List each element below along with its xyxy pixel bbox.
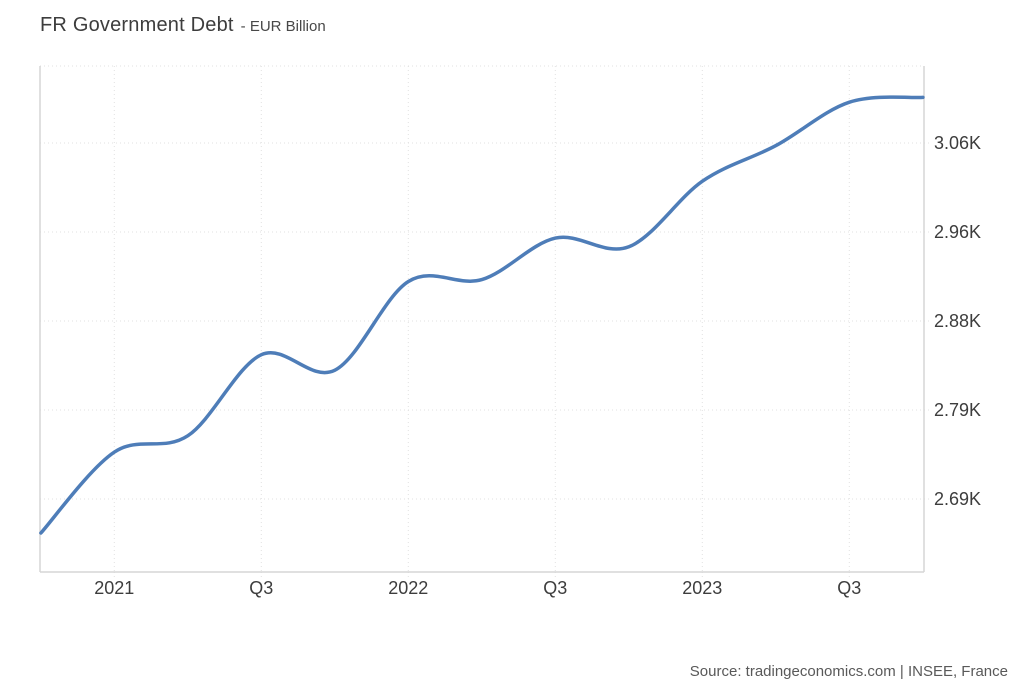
grid-lines [40,65,930,578]
plot-borders [39,66,925,573]
chart-subtitle: - EUR Billion [240,18,326,35]
source-attribution: Source: tradingeconomics.com | INSEE, Fr… [689,663,1008,680]
page-title: FR Government Debt [40,14,234,36]
x-axis-label: Q3 [249,578,274,598]
x-axis-label: Q3 [837,578,862,598]
y-axis-label: 2.96K [934,222,982,242]
x-axis-label: 2023 [682,578,723,598]
debt-series-line[interactable] [39,95,925,535]
x-axis-label: 2021 [94,578,135,598]
x-axis-label: Q3 [543,578,568,598]
debt-series [39,95,925,535]
chart-header: FR Government Debt - EUR Billion [40,14,326,37]
y-axis-label: 2.69K [934,489,982,509]
y-axis-label: 2.79K [934,400,982,420]
y-axis-label: 2.88K [934,311,982,331]
y-axis-label: 3.06K [934,133,982,153]
x-axis-label: 2022 [388,578,429,598]
